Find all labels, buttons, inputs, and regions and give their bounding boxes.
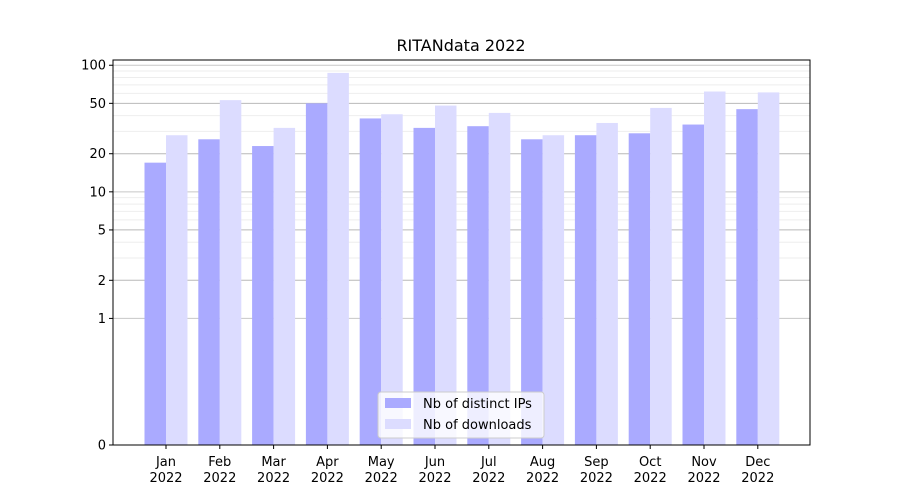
bar-downloads-sep: [596, 122, 618, 445]
x-tick-month: Oct: [639, 455, 661, 470]
x-tick-label: Jul 2022: [472, 455, 505, 486]
x-tick-label: Feb 2022: [203, 455, 236, 486]
x-tick-month: Jul: [480, 455, 497, 470]
x-tick-label: Jun 2022: [418, 455, 451, 486]
legend: Nb of distinct IPs Nb of downloads: [377, 391, 545, 439]
x-tick-month: Nov: [691, 455, 717, 470]
x-tick-month: Sep: [584, 455, 609, 470]
bar-downloads-jan: [166, 135, 188, 445]
x-tick-month: Feb: [208, 455, 231, 470]
x-tick-label: Apr 2022: [311, 455, 344, 486]
x-tick-label: Dec 2022: [741, 455, 774, 486]
bar-distinct-ips-apr: [305, 103, 328, 445]
bar-downloads-aug: [542, 135, 565, 445]
x-tick-year: 2022: [311, 471, 344, 486]
bar-distinct-ips-dec: [736, 109, 758, 446]
x-tick-year: 2022: [634, 471, 667, 486]
x-tick-year: 2022: [741, 471, 774, 486]
x-tick-month: Aug: [530, 455, 555, 470]
x-tick-year: 2022: [687, 471, 720, 486]
bar-distinct-ips-jan: [144, 162, 166, 445]
x-tick-label: Sep 2022: [580, 455, 613, 486]
bar-distinct-ips-sep: [574, 135, 597, 445]
bar-distinct-ips-feb: [198, 139, 220, 445]
y-tick-label: 20: [89, 147, 106, 162]
x-tick-year: 2022: [472, 471, 505, 486]
bars: [144, 72, 780, 446]
x-tick-month: Jun: [424, 455, 445, 470]
x-tick-year: 2022: [526, 471, 559, 486]
y-tick-label: 1: [98, 312, 106, 327]
x-tick-year: 2022: [149, 471, 182, 486]
legend-label-distinct-ips: Nb of distinct IPs: [423, 397, 532, 412]
y-tick-label: 10: [89, 185, 106, 200]
legend-swatch-distinct-ips: [385, 398, 411, 408]
bar-downloads-oct: [650, 107, 672, 446]
y-tick-label: 0: [98, 439, 106, 454]
legend-swatch-downloads: [385, 419, 411, 429]
bar-downloads-apr: [327, 72, 349, 446]
bar-distinct-ips-nov: [682, 124, 704, 445]
x-tick-label: Aug 2022: [526, 455, 559, 486]
x-tick-month: Apr: [316, 455, 339, 470]
x-tick-label: Oct 2022: [634, 455, 667, 486]
bar-distinct-ips-jul: [467, 126, 489, 446]
bar-downloads-jun: [435, 105, 457, 446]
x-tick-year: 2022: [580, 471, 613, 486]
x-tick-month: May: [368, 455, 395, 470]
x-tick-month: Dec: [745, 455, 770, 470]
bar-downloads-jul: [488, 112, 511, 446]
bar-downloads-nov: [704, 91, 726, 445]
y-tick-label: 5: [98, 223, 106, 238]
x-tick-year: 2022: [203, 471, 236, 486]
bar-distinct-ips-jun: [413, 127, 435, 445]
bar-distinct-ips-oct: [628, 133, 651, 445]
y-tick-label: 2: [98, 274, 106, 289]
x-tick-month: Jan: [155, 455, 176, 470]
x-tick-month: Mar: [261, 455, 286, 470]
x-tick-label: May 2022: [365, 455, 398, 486]
x-tick-label: Nov 2022: [687, 455, 720, 486]
bar-distinct-ips-may: [359, 118, 382, 445]
x-tick-year: 2022: [418, 471, 451, 486]
legend-box: [377, 391, 545, 439]
bar-distinct-ips-mar: [252, 146, 274, 445]
bar-downloads-mar: [273, 127, 296, 445]
y-axis: 0 1 2 5 10 20 50 100: [81, 59, 113, 454]
bar-downloads-may: [381, 114, 403, 445]
x-tick-year: 2022: [257, 471, 290, 486]
plot-frame: [112, 59, 811, 446]
bar-downloads-dec: [757, 92, 780, 446]
bar-downloads-feb: [219, 100, 242, 445]
y-tick-label: 100: [81, 59, 106, 74]
bar-distinct-ips-aug: [521, 139, 543, 445]
x-tick-year: 2022: [365, 471, 398, 486]
x-tick-label: Mar 2022: [257, 455, 290, 486]
x-tick-label: Jan 2022: [149, 455, 182, 486]
legend-label-downloads: Nb of downloads: [423, 418, 532, 433]
y-tick-label: 50: [89, 97, 106, 112]
chart-title: RITANdata 2022: [396, 36, 525, 55]
